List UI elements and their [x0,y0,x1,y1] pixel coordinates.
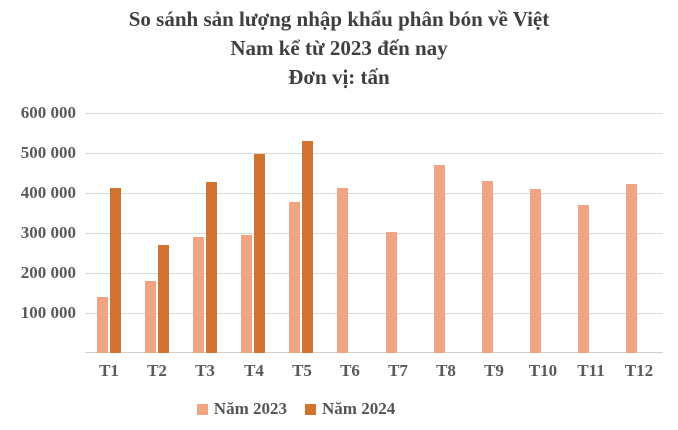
bar-t9-nam-2023 [482,181,493,353]
y-tick-label-300000: 300 000 [20,223,76,242]
x-tick-label-t9: T9 [484,361,504,380]
chart-title: So sánh sản lượng nhập khẩu phân bón về … [0,5,678,92]
gridline-200000 [85,273,663,274]
bar-t11-nam-2023 [578,205,589,353]
x-tick-label-t12: T12 [624,361,654,380]
x-tick-label-t8: T8 [436,361,456,380]
x-tick-label-t1: T1 [99,361,119,380]
gridline-400000 [85,193,663,194]
bar-t2-nam-2024 [158,245,169,353]
bar-t12-nam-2023 [626,184,637,353]
legend-swatch-nam-2023 [196,403,208,415]
x-axis-line [85,352,663,353]
y-tick-label-600000: 600 000 [20,103,76,122]
y-tick-label-400000: 400 000 [20,183,76,202]
x-tick-label-t7: T7 [388,361,408,380]
y-tick-label-500000: 500 000 [20,143,76,162]
chart-title-line-2: Nam kể từ 2023 đến nay [230,36,448,60]
x-tick-label-t10: T10 [528,361,558,380]
chart-title-units: Đơn vị: tấn [288,65,390,89]
chart-title-line-1: So sánh sản lượng nhập khẩu phân bón về … [128,7,550,31]
x-tick-label-t6: T6 [340,361,360,380]
legend-item-nam-2023: Năm 2023 [196,399,287,419]
legend-item-nam-2024: Năm 2024 [305,399,395,419]
gridline-500000 [85,153,663,154]
x-axis: T1 T2 T3 T4 T5 T6 T7 T8 T9 T10 T11 T12 [85,360,663,382]
legend-swatch-nam-2024 [305,403,316,415]
gridline-100000 [85,313,663,314]
x-tick-label-t4: T4 [244,361,264,380]
bar-t5-nam-2024 [302,141,313,353]
x-tick-label-t11: T11 [577,361,605,380]
bar-t4-nam-2023 [241,235,252,353]
plot-area [85,113,663,353]
bar-t10-nam-2023 [530,189,541,353]
y-axis: 600 000 500 000 400 000 300 000 200 000 100 0… [0,104,76,353]
bar-t3-nam-2024 [206,182,217,353]
bar-t7-nam-2023 [386,232,397,353]
x-tick-label-t5: T5 [292,361,312,380]
y-tick-label-200000: 200 000 [20,263,76,282]
legend: Năm 2023 Năm 2024 [0,399,635,419]
x-tick-label-t2: T2 [147,361,167,380]
gridline-300000 [85,233,663,234]
bar-t3-nam-2023 [193,237,204,353]
legend-label-nam-2024: Năm 2024 [322,399,396,418]
bar-t1-nam-2023 [97,297,108,353]
bar-t1-nam-2024 [110,188,121,353]
bar-t2-nam-2023 [145,281,156,353]
bar-t5-nam-2023 [289,202,300,353]
bar-t8-nam-2023 [434,165,445,353]
y-tick-label-100000: 100 000 [20,303,76,322]
legend-label-nam-2023: Năm 2023 [213,399,287,418]
x-tick-label-t3: T3 [195,361,215,380]
bar-t4-nam-2024 [254,154,265,353]
gridline-600000 [85,113,663,114]
bar-t6-nam-2023 [337,188,348,353]
